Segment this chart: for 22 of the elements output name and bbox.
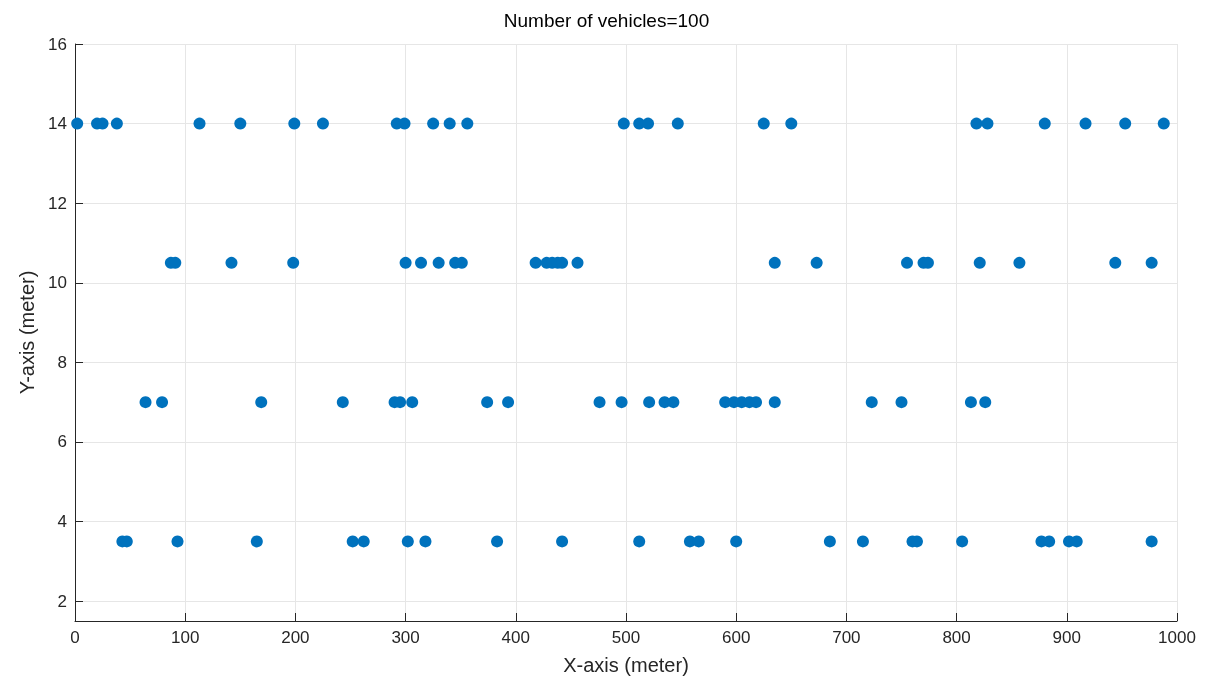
x-tick-label: 0: [70, 628, 80, 647]
y-tick-label: 10: [48, 273, 67, 293]
chart-title: Number of vehicles=100: [503, 10, 710, 31]
y-tick-label: 6: [57, 432, 67, 452]
y-tick-label: 16: [48, 34, 67, 54]
x-tick-label: 200: [281, 628, 310, 647]
x-tick-label: 1000: [1158, 628, 1196, 647]
y-tick-label: 2: [57, 591, 67, 611]
x-tick-label: 100: [171, 628, 200, 647]
y-axis-title: Y-axis (meter): [16, 270, 38, 395]
x-tick-label: 900: [1052, 628, 1081, 647]
y-tick-label: 14: [48, 114, 67, 134]
y-tick-label: 12: [48, 193, 67, 213]
x-tick-label: 800: [942, 628, 971, 647]
x-tick-label: 500: [611, 628, 641, 647]
x-axis-title: X-axis (meter): [563, 654, 689, 676]
x-tick-label: 300: [391, 628, 420, 647]
x-tick-label: 400: [501, 628, 530, 647]
x-tick-label: 600: [722, 628, 751, 647]
x-tick-label: 700: [832, 628, 861, 647]
y-tick-label: 8: [57, 352, 67, 372]
y-tick-label: 4: [57, 512, 67, 532]
